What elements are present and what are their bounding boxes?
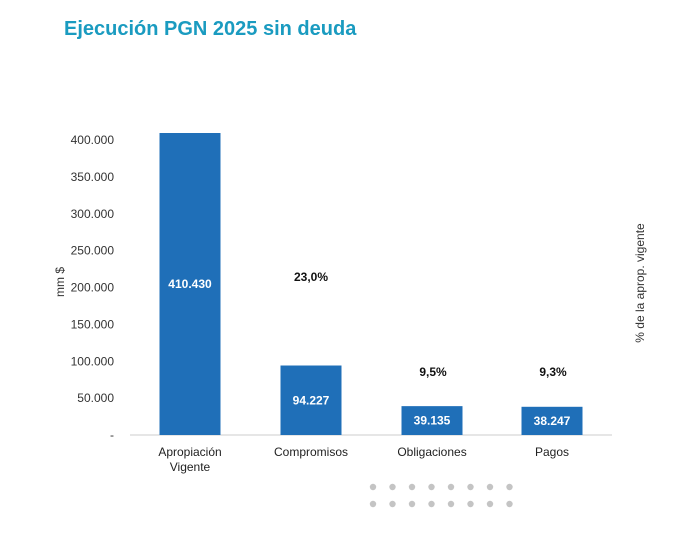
chart-title: Ejecución PGN 2025 sin deuda	[64, 18, 357, 40]
decorative-dot	[408, 483, 416, 491]
bar	[159, 133, 221, 435]
decorative-dot	[369, 483, 377, 491]
y-tick-label: 100.000	[71, 354, 115, 368]
decorative-dot	[408, 500, 416, 508]
decorative-dots	[369, 483, 513, 508]
y-axis-label: mm $	[53, 267, 67, 297]
y-axis-ticks: - 50.000 100.000 150.000 200.000 250.000 300.0…	[71, 133, 115, 442]
decorative-dot	[486, 500, 494, 508]
bar-value-label: 94.227	[293, 393, 330, 407]
y-tick-label: 400.000	[71, 133, 115, 147]
decorative-dot	[506, 483, 513, 491]
percent-label: 9,5%	[419, 365, 447, 379]
y-tick-label: 350.000	[71, 170, 115, 184]
bar	[401, 406, 463, 435]
percent-label: 9,3%	[539, 365, 567, 379]
decorative-dot	[486, 483, 494, 491]
bar	[280, 365, 342, 435]
bar	[521, 406, 583, 435]
y-tick-label: 50.000	[77, 391, 114, 405]
category-label: Obligaciones	[397, 445, 466, 459]
decorative-dot	[389, 483, 396, 491]
y-tick-label: 200.000	[71, 281, 115, 295]
decorative-dot	[447, 500, 455, 508]
bar-value-label: 38.247	[534, 414, 571, 428]
decorative-dot	[506, 500, 513, 508]
y-tick-label: 250.000	[71, 244, 115, 258]
decorative-dot	[369, 500, 377, 508]
bars: 410.430 94.227 23,0% 39.135 9,5% 38.247 9,3%	[159, 133, 583, 435]
decorative-dot	[428, 483, 435, 491]
bar-value-label: 410.430	[168, 277, 212, 291]
y-tick-label: 300.000	[71, 207, 115, 221]
percent-label: 23,0%	[294, 270, 328, 284]
y-tick-label: -	[110, 428, 114, 442]
category-labels: Apropiación Vigente Compromisos Obligacione…	[158, 445, 569, 474]
category-label: Apropiación Vigente	[158, 445, 221, 474]
secondary-axis-label: % de la aprop. vigente	[633, 223, 647, 343]
category-label: Compromisos	[274, 445, 348, 459]
decorative-dot	[389, 500, 396, 508]
bar-value-label: 39.135	[414, 414, 451, 428]
decorative-dot	[447, 483, 455, 491]
category-label: Pagos	[535, 445, 569, 459]
decorative-dot	[467, 483, 474, 491]
decorative-dot	[467, 500, 474, 508]
y-tick-label: 150.000	[71, 317, 115, 331]
decorative-dot	[428, 500, 435, 508]
